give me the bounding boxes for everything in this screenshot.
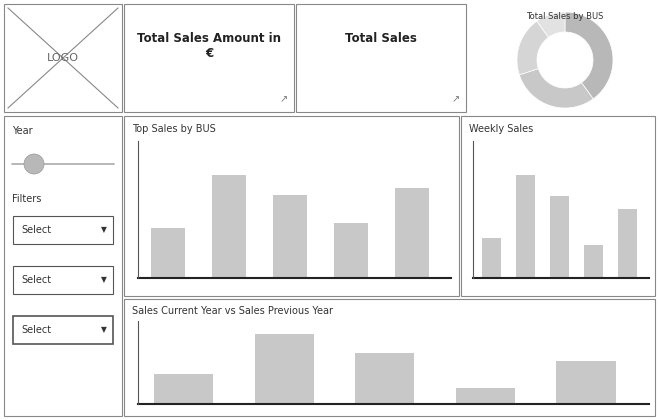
Bar xyxy=(154,374,214,404)
Bar xyxy=(13,216,113,244)
Bar xyxy=(4,4,122,112)
Bar xyxy=(456,388,515,404)
Text: Top Sales by BUS: Top Sales by BUS xyxy=(132,124,215,134)
Bar xyxy=(618,209,637,278)
Text: ↗: ↗ xyxy=(280,94,288,104)
Polygon shape xyxy=(517,21,548,75)
Text: Select: Select xyxy=(21,325,51,335)
Bar xyxy=(355,353,415,404)
Text: ▼: ▼ xyxy=(101,276,107,284)
Polygon shape xyxy=(519,68,593,108)
Text: Total Sales by BUS: Total Sales by BUS xyxy=(527,12,604,21)
Bar xyxy=(296,4,466,112)
Bar xyxy=(334,223,368,278)
Bar xyxy=(212,175,246,278)
Bar xyxy=(151,228,185,278)
Bar xyxy=(124,116,459,296)
Text: Total Sales Amount in
€: Total Sales Amount in € xyxy=(137,32,281,60)
Bar xyxy=(13,316,113,344)
Bar xyxy=(13,266,113,294)
Text: Sales Current Year vs Sales Previous Year: Sales Current Year vs Sales Previous Yea… xyxy=(132,306,333,316)
Text: ↗: ↗ xyxy=(452,94,460,104)
Text: Select: Select xyxy=(21,275,51,285)
Text: LOGO: LOGO xyxy=(47,53,79,63)
Bar xyxy=(482,239,501,278)
Text: Total Sales: Total Sales xyxy=(345,32,417,45)
Circle shape xyxy=(24,154,44,174)
Text: Weekly Sales: Weekly Sales xyxy=(469,124,533,134)
Text: Year: Year xyxy=(12,126,33,136)
Bar xyxy=(273,195,307,278)
Bar xyxy=(461,116,655,296)
Text: Filters: Filters xyxy=(12,194,42,204)
Bar xyxy=(124,299,655,416)
Bar xyxy=(556,360,616,404)
Bar xyxy=(516,175,535,278)
Bar xyxy=(395,188,429,278)
Polygon shape xyxy=(537,12,565,37)
Text: ▼: ▼ xyxy=(101,326,107,334)
Polygon shape xyxy=(565,12,613,99)
Bar xyxy=(550,196,569,278)
Text: Select: Select xyxy=(21,225,51,235)
Text: ▼: ▼ xyxy=(101,226,107,234)
Bar xyxy=(584,245,603,278)
Bar xyxy=(4,116,122,416)
Bar xyxy=(124,4,294,112)
Bar xyxy=(254,334,314,404)
